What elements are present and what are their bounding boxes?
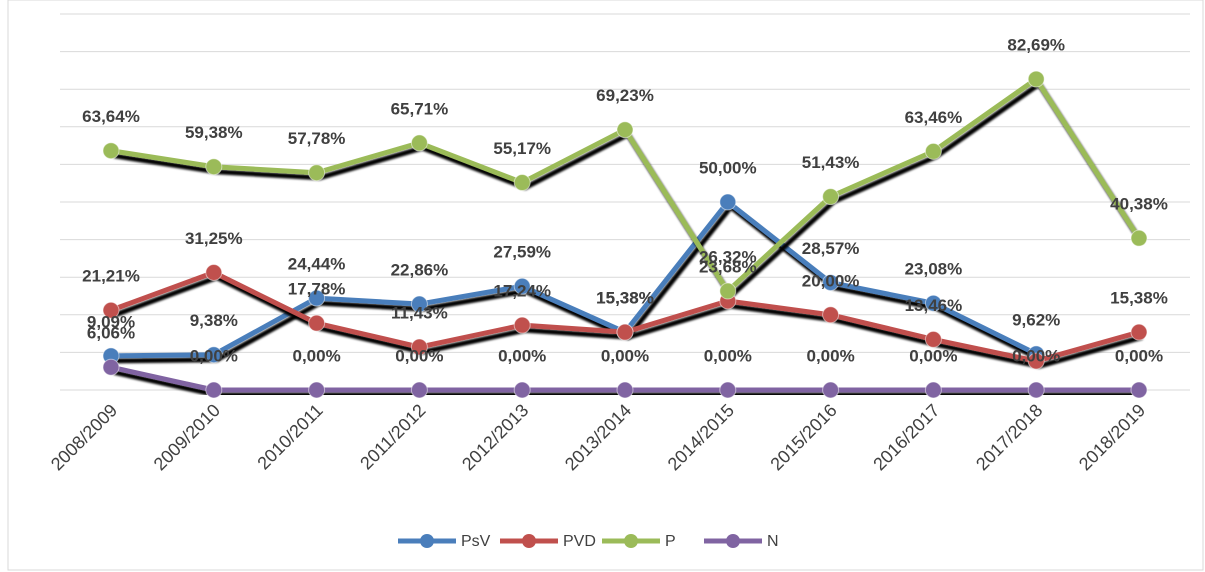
point (924, 330, 942, 348)
point (822, 306, 840, 324)
point (822, 381, 840, 399)
point (205, 264, 223, 281)
point (102, 301, 120, 319)
value-label: 17,24% (493, 282, 551, 301)
point (205, 346, 223, 364)
point (719, 381, 737, 399)
legend-marker (624, 534, 638, 548)
point (822, 274, 840, 292)
value-label: 0,00% (498, 346, 546, 365)
point (410, 134, 428, 152)
point (1027, 352, 1045, 370)
point (719, 193, 737, 211)
value-label: 55,17% (493, 139, 551, 158)
value-label: 51,43% (802, 153, 860, 172)
value-label: 63,64% (82, 107, 140, 126)
point (308, 289, 326, 307)
series-line (110, 199, 1038, 359)
legend-marker (420, 534, 434, 548)
legend-label: PVD (563, 533, 596, 550)
point (513, 174, 531, 192)
point (308, 381, 326, 399)
point (1130, 381, 1148, 399)
value-label: 11,43% (391, 304, 448, 323)
value-label: 65,71% (391, 99, 449, 118)
value-label: 20,00% (802, 271, 860, 290)
value-label: 0,00% (395, 346, 443, 365)
value-label: 69,23% (596, 86, 654, 105)
point (308, 314, 326, 332)
point (616, 381, 634, 399)
value-label: 0,00% (909, 346, 957, 365)
point (513, 381, 531, 399)
point (410, 381, 428, 399)
point (822, 188, 840, 206)
value-label: 0,00% (190, 346, 238, 365)
point (513, 316, 531, 334)
point (513, 277, 531, 295)
value-label: 13,46% (905, 296, 963, 315)
value-label: 9,62% (1012, 310, 1060, 329)
point (205, 158, 223, 176)
legend-label: N (767, 533, 779, 550)
value-label: 27,59% (493, 243, 551, 262)
point (616, 323, 634, 341)
value-label: 0,00% (601, 346, 649, 365)
value-label: 59,38% (185, 123, 243, 142)
value-label: 17,78% (288, 280, 346, 299)
value-label: 22,86% (391, 261, 449, 280)
point (410, 338, 428, 356)
legend-marker (726, 534, 740, 548)
value-label: 31,25% (185, 229, 243, 248)
legend-label: P (665, 533, 676, 550)
value-label: 50,00% (699, 158, 757, 177)
value-label: 28,57% (802, 239, 860, 258)
value-label: 15,38% (596, 289, 654, 308)
value-label: 82,69% (1007, 36, 1065, 55)
value-label: 26,32% (699, 248, 757, 267)
point (102, 358, 120, 376)
point (719, 282, 737, 300)
legend-label: PsV (461, 533, 491, 550)
value-label: 0,00% (704, 346, 752, 365)
point (205, 381, 223, 399)
value-label: 40,38% (1110, 195, 1168, 214)
value-label: 23,08% (905, 260, 963, 279)
point (616, 121, 634, 139)
value-label: 15,38% (596, 289, 654, 308)
value-label: 21,21% (82, 267, 140, 286)
point (410, 295, 428, 313)
value-label: 0,00% (1012, 346, 1060, 365)
chart-frame (7, 0, 1204, 571)
value-label: 0,00% (806, 346, 854, 365)
value-label: 9,09% (87, 312, 135, 331)
point (924, 294, 942, 312)
point (924, 142, 942, 160)
point (102, 142, 120, 160)
value-label: 0,00% (292, 346, 340, 365)
point (924, 381, 942, 399)
point (1027, 381, 1045, 399)
value-label: 24,44% (288, 255, 346, 274)
value-label: 15,38% (1110, 289, 1168, 308)
point (308, 164, 326, 182)
point (1130, 229, 1148, 247)
value-label: 6,06% (87, 324, 135, 343)
point (1027, 70, 1045, 88)
value-label: 0,00% (1115, 346, 1163, 365)
value-label: 63,46% (905, 108, 963, 127)
point (1130, 323, 1148, 341)
value-label: 9,38% (190, 311, 238, 330)
value-label: 23,68% (699, 257, 757, 276)
value-label: 57,78% (288, 129, 346, 148)
legend-marker (522, 534, 536, 548)
